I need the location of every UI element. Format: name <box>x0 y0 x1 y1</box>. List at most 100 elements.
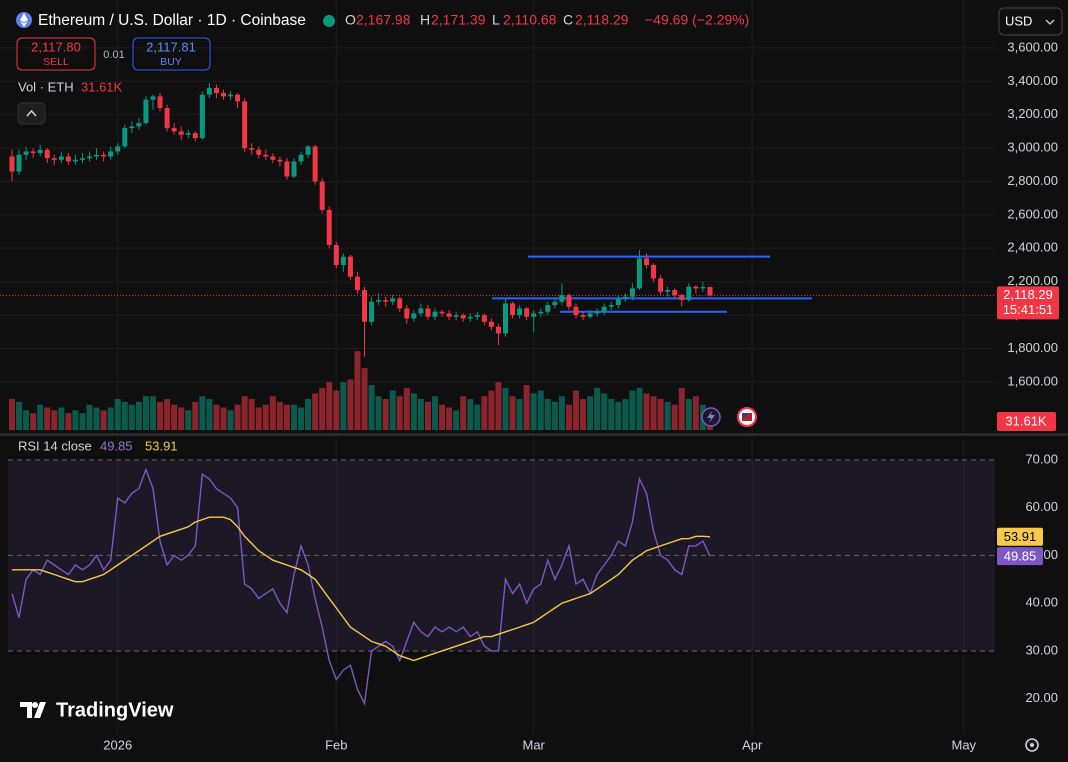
rsi-ma-line <box>12 516 711 662</box>
sell-box <box>16 37 96 71</box>
sell-button[interactable]: 2,117.80 SELL <box>16 37 96 71</box>
volume-bar <box>417 399 424 430</box>
candle-body <box>453 315 459 317</box>
y-tick-label: 3,400.00 <box>1007 73 1058 88</box>
candle-body <box>37 149 43 154</box>
volume-bar <box>467 399 474 430</box>
volume-bar <box>615 401 622 430</box>
candle-body <box>651 265 657 279</box>
candle-body <box>488 321 494 327</box>
volume-bar <box>149 396 156 430</box>
volume-bar <box>685 399 692 430</box>
volume-bar <box>86 404 93 430</box>
volume-bar <box>58 407 65 430</box>
volume-bar <box>424 401 431 430</box>
volume-bar <box>368 385 375 430</box>
collapse-button[interactable] <box>17 102 46 125</box>
volume-bar <box>220 407 227 430</box>
candle-body <box>686 286 692 301</box>
candle-body <box>178 131 184 135</box>
logo-text: TradingView <box>56 699 174 721</box>
settings-button[interactable] <box>1025 738 1039 752</box>
volume-bar <box>481 396 488 430</box>
candle-body <box>524 308 530 317</box>
candle-body <box>510 303 516 316</box>
volume-bar <box>558 396 565 430</box>
y-tick-label: 2,800.00 <box>1007 173 1058 188</box>
candle-body <box>432 311 438 317</box>
candle-body <box>608 305 614 307</box>
candle-body <box>369 301 375 322</box>
candle-body <box>228 94 234 97</box>
volume-bar <box>601 393 608 430</box>
volume-bar <box>530 393 537 430</box>
volume-bar <box>234 404 241 430</box>
plot <box>0 82 995 706</box>
candle-body <box>129 126 135 129</box>
volume-bar <box>142 396 149 430</box>
candle-body <box>665 290 671 292</box>
candle-body <box>573 306 579 316</box>
candle-body <box>629 288 635 297</box>
volume-bar <box>248 399 255 430</box>
last-price-tag <box>997 286 1059 320</box>
volume-bar <box>509 396 516 430</box>
candle-body <box>192 133 198 139</box>
buy-button[interactable]: 2,117.81 BUY <box>132 37 211 71</box>
last-price-label: 2,118.29 <box>1003 287 1053 302</box>
y-tick-label: 1,800.00 <box>1007 340 1058 355</box>
candle-body <box>136 123 142 127</box>
ohlc-value: 2,171.39 <box>431 12 486 28</box>
volume-bar <box>262 404 269 430</box>
x-tick-label: 2026 <box>103 737 132 752</box>
candle-body <box>601 306 607 312</box>
candle-body <box>277 159 283 162</box>
volume-bar <box>629 390 636 430</box>
candle-body <box>16 154 22 172</box>
candle-body <box>707 287 713 296</box>
x-tick-label: Mar <box>523 737 546 752</box>
currency-box <box>998 7 1063 36</box>
y-tick-label: 3,000.00 <box>1007 140 1058 155</box>
volume-bar <box>431 396 438 430</box>
chart-title: Ethereum / U.S. Dollar · 1D · Coinbase <box>38 12 306 29</box>
rsi-label: RSI 14 close <box>18 438 92 453</box>
candle-body <box>235 94 241 102</box>
volume-tag <box>997 412 1056 431</box>
sell-label: SELL <box>43 56 69 68</box>
candle-body <box>108 151 114 157</box>
volume-bar <box>389 390 396 430</box>
ohlc-key: L <box>492 12 500 28</box>
candle-body <box>679 295 685 301</box>
rsi-ma-value: 53.91 <box>145 438 178 453</box>
candle-body <box>44 149 50 159</box>
volume-bar <box>594 387 601 430</box>
volume-bar <box>192 401 199 430</box>
rsi-tag-label: 53.91 <box>1004 529 1037 544</box>
candle-body <box>94 154 100 157</box>
volume-bar <box>460 396 467 430</box>
candle-body <box>157 96 163 109</box>
volume-bar <box>157 401 164 430</box>
candle-body <box>150 96 156 100</box>
candle-body <box>143 99 149 124</box>
candle-body <box>439 311 445 314</box>
rsi-tick-label: 70.00 <box>1025 451 1058 466</box>
candle-body <box>559 295 565 302</box>
volume-bar <box>403 387 410 430</box>
settings-icon <box>1025 738 1039 752</box>
candle-body <box>30 151 36 154</box>
volume-bar <box>347 379 354 430</box>
y-tick-label: 2,200.00 <box>1007 273 1058 288</box>
settings-icon-center <box>1030 743 1034 747</box>
candle-body <box>220 93 226 97</box>
currency-button[interactable]: USD <box>998 7 1063 36</box>
candle-body <box>361 290 367 322</box>
candle-body <box>333 244 339 266</box>
volume-bar <box>269 396 276 430</box>
candle-body <box>495 326 501 334</box>
volume-bar <box>319 387 326 430</box>
candle-body <box>411 313 417 319</box>
candle-body <box>693 286 699 289</box>
